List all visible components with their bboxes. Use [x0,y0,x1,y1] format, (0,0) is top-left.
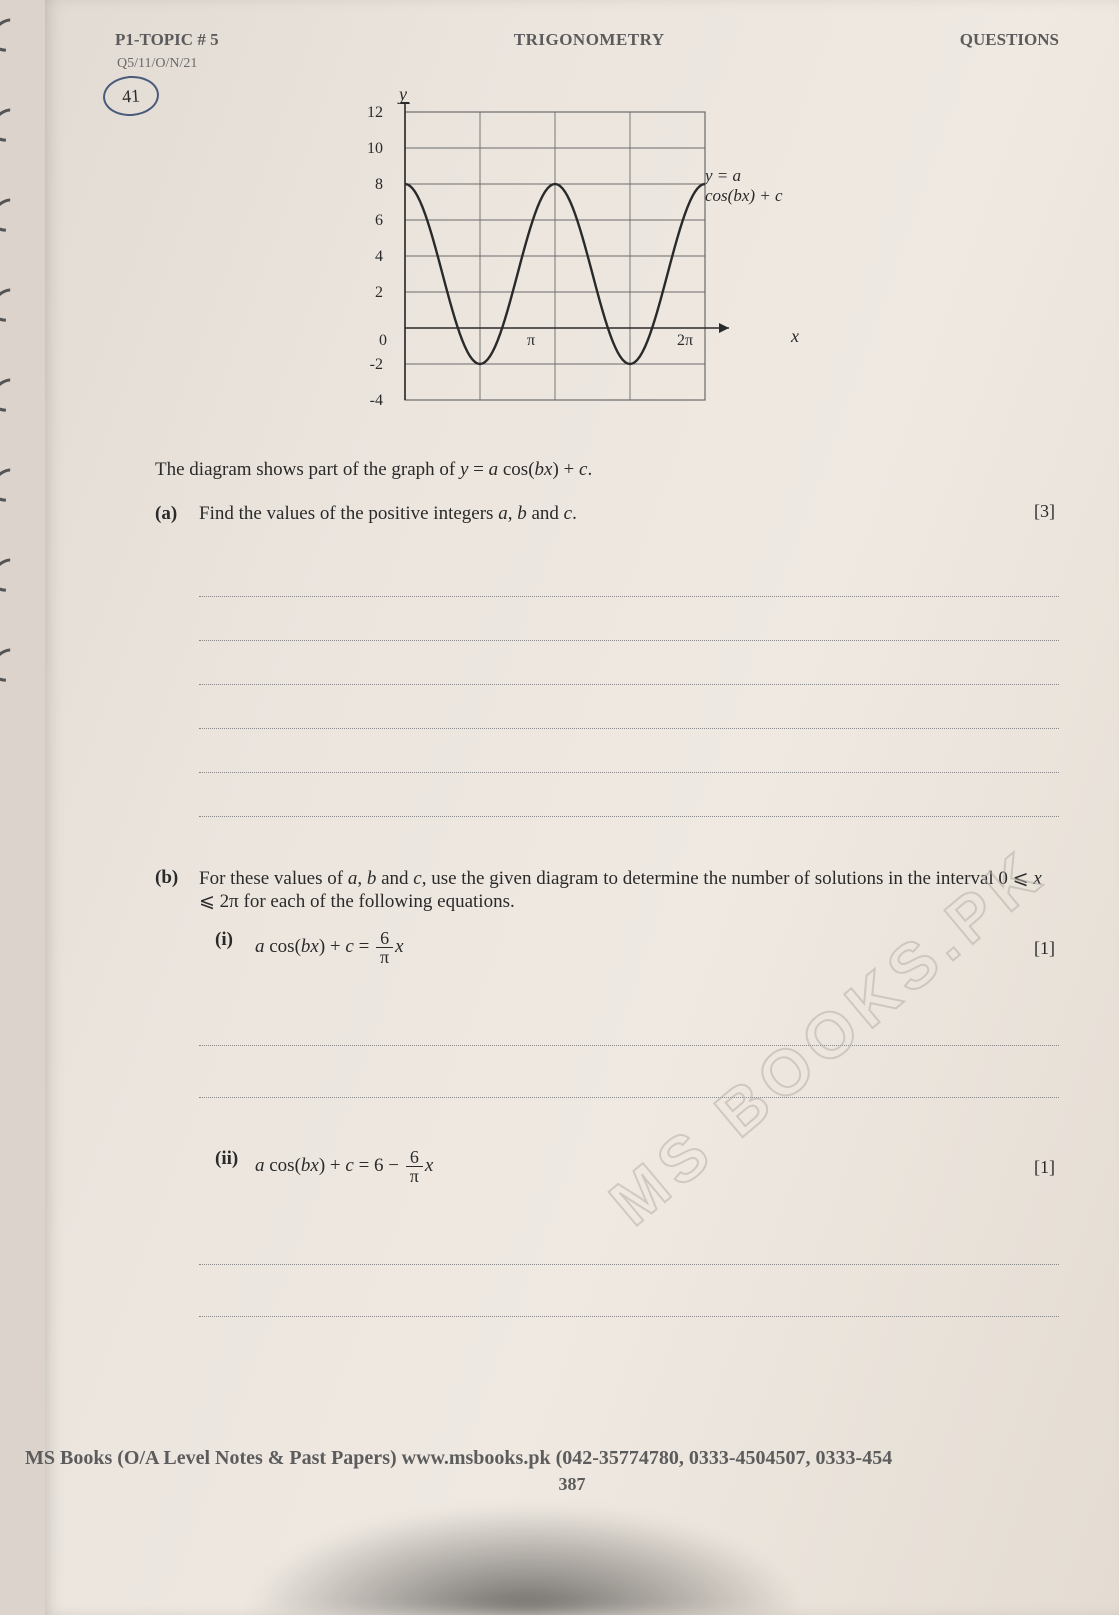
subpart-i-label: (i) [215,929,255,966]
page: P1-TOPIC # 5 TRIGONOMETRY QUESTIONS Q5/1… [45,0,1119,1615]
bottom-shadow [245,1505,805,1615]
question-number-circle: 41 [102,74,161,118]
y-tick-label: -4 [353,392,383,410]
footer-text: MS Books (O/A Level Notes & Past Papers)… [25,1447,892,1469]
part-a: (a) Find the values of the positive inte… [155,503,1059,525]
answer-line [199,773,1059,817]
part-b: (b) For these values of a, b and c, use … [155,867,1059,913]
subpart-ii-equation: a cos(bx) + c = 6 − 6πx [255,1148,1059,1185]
trig-chart: y x y = a cos(bx) + c -4-224681012 0π2π [335,86,795,426]
answer-line [199,553,1059,597]
part-a-text: Find the values of the positive integers… [199,503,1059,525]
y-tick-label: 8 [353,176,383,194]
x-tick-label: 2π [677,332,693,350]
answer-line [199,994,1059,1046]
answer-line [199,1265,1059,1317]
y-tick-label: 2 [353,284,383,302]
subpart-i: (i) a cos(bx) + c = 6πx [215,929,1059,966]
answer-line [199,597,1059,641]
chart-svg [385,102,745,422]
answer-line [199,685,1059,729]
footer: MS Books (O/A Level Notes & Past Papers)… [5,1447,1119,1495]
question-number: 41 [121,85,140,106]
part-b-text: For these values of a, b and c, use the … [199,867,1059,913]
y-tick-label: 6 [353,212,383,230]
subpart-ii-label: (ii) [215,1148,255,1185]
header-center: TRIGONOMETRY [219,30,960,50]
answer-line [199,1046,1059,1098]
answer-lines-i [199,994,1059,1098]
part-b-label: (b) [155,867,199,913]
header-right: QUESTIONS [960,30,1059,50]
answer-lines-ii [199,1213,1059,1317]
answer-line [199,1213,1059,1265]
spiral-binding [0,0,40,1615]
y-tick-label: 4 [353,248,383,266]
y-tick-label: -2 [353,356,383,374]
x-tick-label: π [527,332,535,350]
answer-line [199,641,1059,685]
y-tick-label: 12 [353,104,383,122]
answer-line [199,729,1059,773]
part-a-label: (a) [155,503,199,525]
footer-page-number: 387 [25,1474,1119,1495]
paper-reference: Q5/11/O/N/21 [117,56,1059,72]
page-header: P1-TOPIC # 5 TRIGONOMETRY QUESTIONS [115,30,1059,50]
intro-text: The diagram shows part of the graph of y… [155,456,1059,485]
x-tick-label: 0 [379,332,387,350]
x-axis-label: x [791,326,799,347]
subpart-ii: (ii) a cos(bx) + c = 6 − 6πx [215,1148,1059,1185]
header-left: P1-TOPIC # 5 [115,30,219,50]
subpart-i-equation: a cos(bx) + c = 6πx [255,929,1059,966]
y-tick-label: 10 [353,140,383,158]
answer-lines-a [199,553,1059,817]
